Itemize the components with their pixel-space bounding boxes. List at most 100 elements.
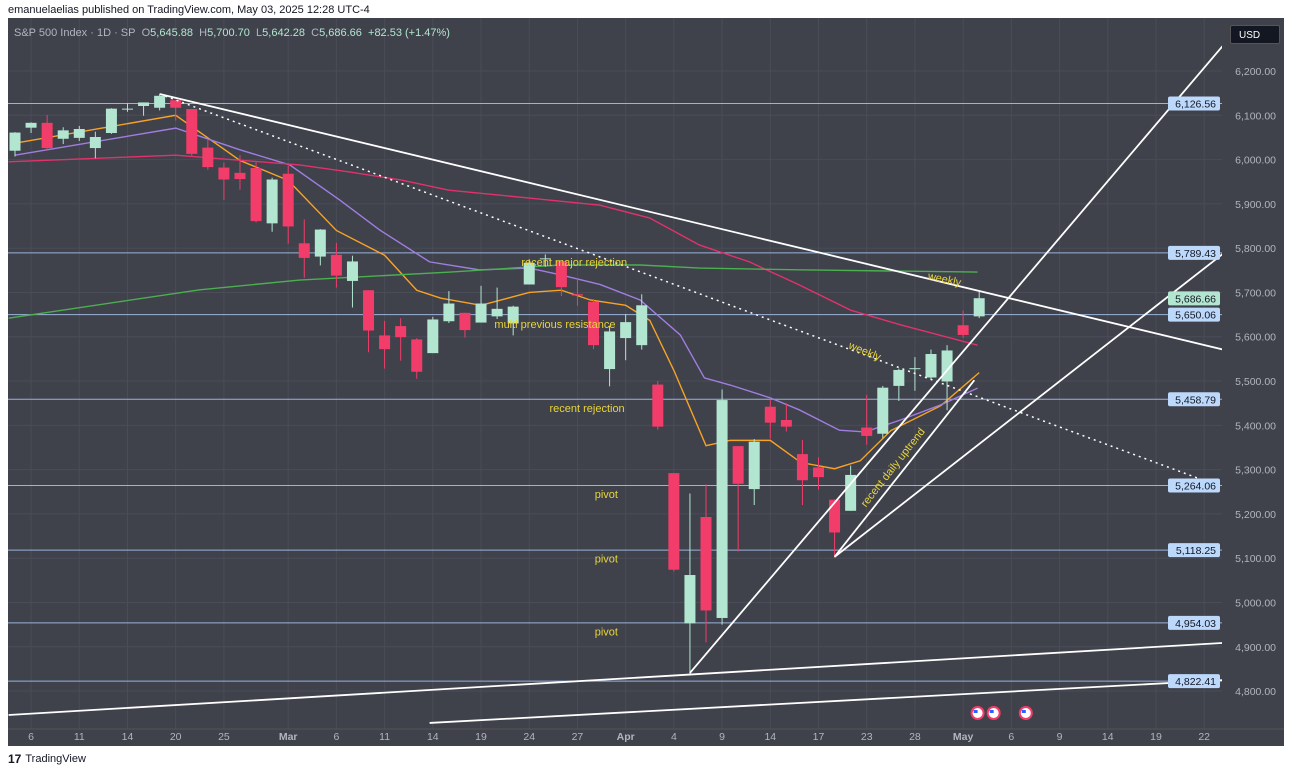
chart-annotation: recent rejection [549,403,624,415]
candle-up [121,108,133,110]
candle-down [764,406,776,423]
price-tag-label: 5,458.79 [1175,394,1216,406]
price-tick-label: 5,400.00 [1235,420,1276,432]
candle-down [170,100,182,108]
candle-down [202,147,214,168]
time-tick-label: 9 [719,731,725,743]
chart-annotation: recent major rejection [521,257,627,269]
price-tag-label: 4,822.41 [1175,676,1216,688]
price-tag-bg [1168,291,1220,306]
candle-down [459,312,471,331]
candle-down [250,167,262,222]
symbol-legend: S&P 500 Index · 1D · SP O5,645.88 H5,700… [14,27,450,39]
candle-up [845,474,857,511]
candle-down [555,261,567,288]
price-tick-label: 5,600.00 [1235,332,1276,344]
time-tick-label: 11 [379,731,390,743]
time-tick-label: 20 [170,731,182,743]
candle-down [588,301,600,346]
candle-down [813,467,824,478]
candle-up [539,258,551,260]
price-tick-label: 6,100.00 [1235,110,1276,122]
us-economic-event-icon[interactable] [986,706,1001,720]
chart-annotation: weekly [846,339,883,363]
trendline-descending-dotted [159,93,1222,488]
candle-up [25,122,37,128]
candle-up [314,229,326,257]
candle-up [266,179,278,224]
time-tick-label: 14 [1102,731,1114,743]
candle-down [861,427,873,436]
price-tick-label: 5,500.00 [1235,376,1276,388]
price-tag-label: 5,686.66 [1175,293,1216,305]
time-tick-label: Apr [617,731,635,743]
candle-up [154,95,166,108]
candle-up [346,261,358,281]
time-tick-label: 6 [28,731,34,743]
candle-down [234,172,246,180]
candle-down [700,517,712,611]
chart-panel[interactable] [8,18,1284,746]
candle-up [620,322,632,339]
candle-up [138,102,150,106]
candle-up [636,305,648,346]
time-tick-label: 11 [74,731,85,743]
close-label: C [311,27,320,39]
price-tag-label: 5,264.06 [1175,481,1216,493]
price-tick-label: 5,100.00 [1235,553,1276,565]
time-tick-label: 14 [427,731,439,743]
candle-up [427,319,439,354]
candle-down [652,384,664,427]
price-tag-bg [1168,392,1220,407]
candle-up [475,303,487,323]
chart-annotation: recent daily uptrend [859,426,928,510]
chart-annotation: pivot [595,489,618,501]
close-value: 5,686.66 [319,27,362,39]
time-tick-label: 19 [1150,731,1162,743]
ma-line-ma50 [8,154,978,346]
us-economic-event-icon[interactable] [1018,706,1033,720]
candle-down [732,446,744,484]
price-tick-label: 6,000.00 [1235,155,1276,167]
open-value: 5,645.88 [150,27,193,39]
time-tick-label: 4 [671,731,677,743]
trendline-lower-support-1 [8,642,1222,716]
chart-annotation: pivot [595,627,618,639]
price-tag-bg [1168,245,1220,260]
time-tick-label: 9 [1057,731,1063,743]
price-tag-bg [1168,674,1220,689]
candle-up [748,441,760,490]
candle-down [780,420,792,427]
price-tag-bg [1168,307,1220,322]
price-tag-bg [1168,543,1220,558]
candle-up [909,368,921,370]
high-label: H [199,27,208,39]
candle-down [395,326,407,338]
event-flag-canton [973,710,978,713]
time-tick-label: 14 [764,731,776,743]
candle-down [330,254,342,276]
time-tick-label: 23 [861,731,873,743]
time-tick-label: 19 [475,731,487,743]
chart-annotation: weekly [926,270,963,289]
trendline-recent-daily-uptrend [833,379,976,558]
price-tick-label: 5,000.00 [1235,597,1276,609]
publisher-line: emanuelaelias published on TradingView.c… [8,4,370,16]
currency-button[interactable]: USD [1230,25,1280,44]
candle-up [9,132,21,151]
price-tag-label: 4,954.03 [1175,618,1216,630]
candle-up [941,350,953,382]
high-value: 5,700.70 [207,27,250,39]
candle-up [684,575,696,624]
chart-annotation: multi previous resistance [494,319,615,331]
price-tick-label: 6,200.00 [1235,66,1276,78]
us-economic-event-icon[interactable] [970,706,985,720]
low-label: L [256,27,263,39]
candle-up [604,331,616,370]
time-tick-label: 22 [1198,731,1210,743]
trendline-lower-support-2 [429,679,1222,724]
candle-up [507,306,519,324]
candle-up [893,369,905,386]
low-value: 5,642.28 [262,27,305,39]
